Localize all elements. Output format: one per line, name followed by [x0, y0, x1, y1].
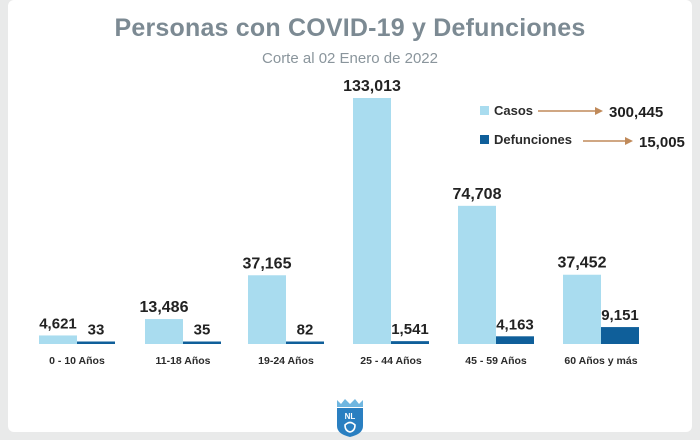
- bar-casos-5: [563, 274, 601, 344]
- chart-title: Personas con COVID-19 y Defunciones: [114, 14, 586, 42]
- category-label-5: 60 Años y más: [564, 355, 637, 367]
- nl-logo: NL: [337, 399, 363, 437]
- bar-defunciones-3: [391, 341, 429, 344]
- category-label-0: 0 - 10 Años: [49, 355, 105, 367]
- legend-arrowhead-deaths: [625, 137, 633, 145]
- bar-defunciones-4: [496, 336, 534, 344]
- legend-label-deaths: Defunciones: [494, 132, 572, 147]
- category-label-1: 11-18 Años: [155, 355, 210, 367]
- category-label-4: 45 - 59 Años: [465, 355, 527, 367]
- label-defunciones-2: 82: [297, 322, 314, 339]
- label-defunciones-0: 33: [88, 322, 105, 339]
- label-casos-4: 74,708: [453, 186, 502, 203]
- label-defunciones-3: 1,541: [391, 321, 429, 338]
- label-casos-1: 13,486: [140, 299, 189, 316]
- legend-total-cases: 300,445: [609, 104, 663, 121]
- legend-total-deaths: 15,005: [639, 134, 685, 151]
- bar-defunciones-2: [286, 341, 324, 344]
- legend-swatch-cases: [480, 106, 489, 115]
- label-defunciones-4: 4,163: [496, 316, 534, 333]
- bar-casos-2: [248, 275, 286, 344]
- bar-defunciones-1: [183, 341, 221, 344]
- bar-casos-4: [458, 205, 496, 344]
- label-defunciones-5: 9,151: [601, 307, 639, 324]
- chart-subtitle: Corte al 02 Enero de 2022: [262, 50, 438, 67]
- bar-casos-1: [145, 319, 183, 344]
- chart-card: Personas con COVID-19 y Defunciones Cort…: [8, 0, 692, 437]
- category-label-2: 19-24 Años: [258, 355, 314, 367]
- bar-casos-3: [353, 98, 391, 344]
- legend-label-cases: Casos: [494, 103, 533, 118]
- bars-group: 4,621 33 0 - 10 Años 13,486 35 11-18 Años 37,1…: [39, 78, 639, 367]
- logo-text: NL: [345, 412, 356, 421]
- bar-defunciones-0: [77, 341, 115, 344]
- label-casos-5: 37,452: [558, 255, 607, 272]
- label-defunciones-1: 35: [194, 322, 211, 339]
- legend-arrowhead-cases: [595, 107, 603, 115]
- category-label-3: 25 - 44 Años: [360, 355, 422, 367]
- label-casos-2: 37,165: [243, 255, 292, 272]
- label-casos-3: 133,013: [343, 78, 401, 95]
- legend: Casos 300,445 Defunciones 15,005: [480, 103, 685, 151]
- label-casos-0: 4,621: [39, 315, 77, 332]
- bar-casos-0: [39, 335, 77, 344]
- bar-chart: Casos 300,445 Defunciones 15,005 4,621 33…: [39, 78, 685, 367]
- legend-swatch-deaths: [480, 135, 489, 144]
- bar-defunciones-5: [601, 327, 639, 344]
